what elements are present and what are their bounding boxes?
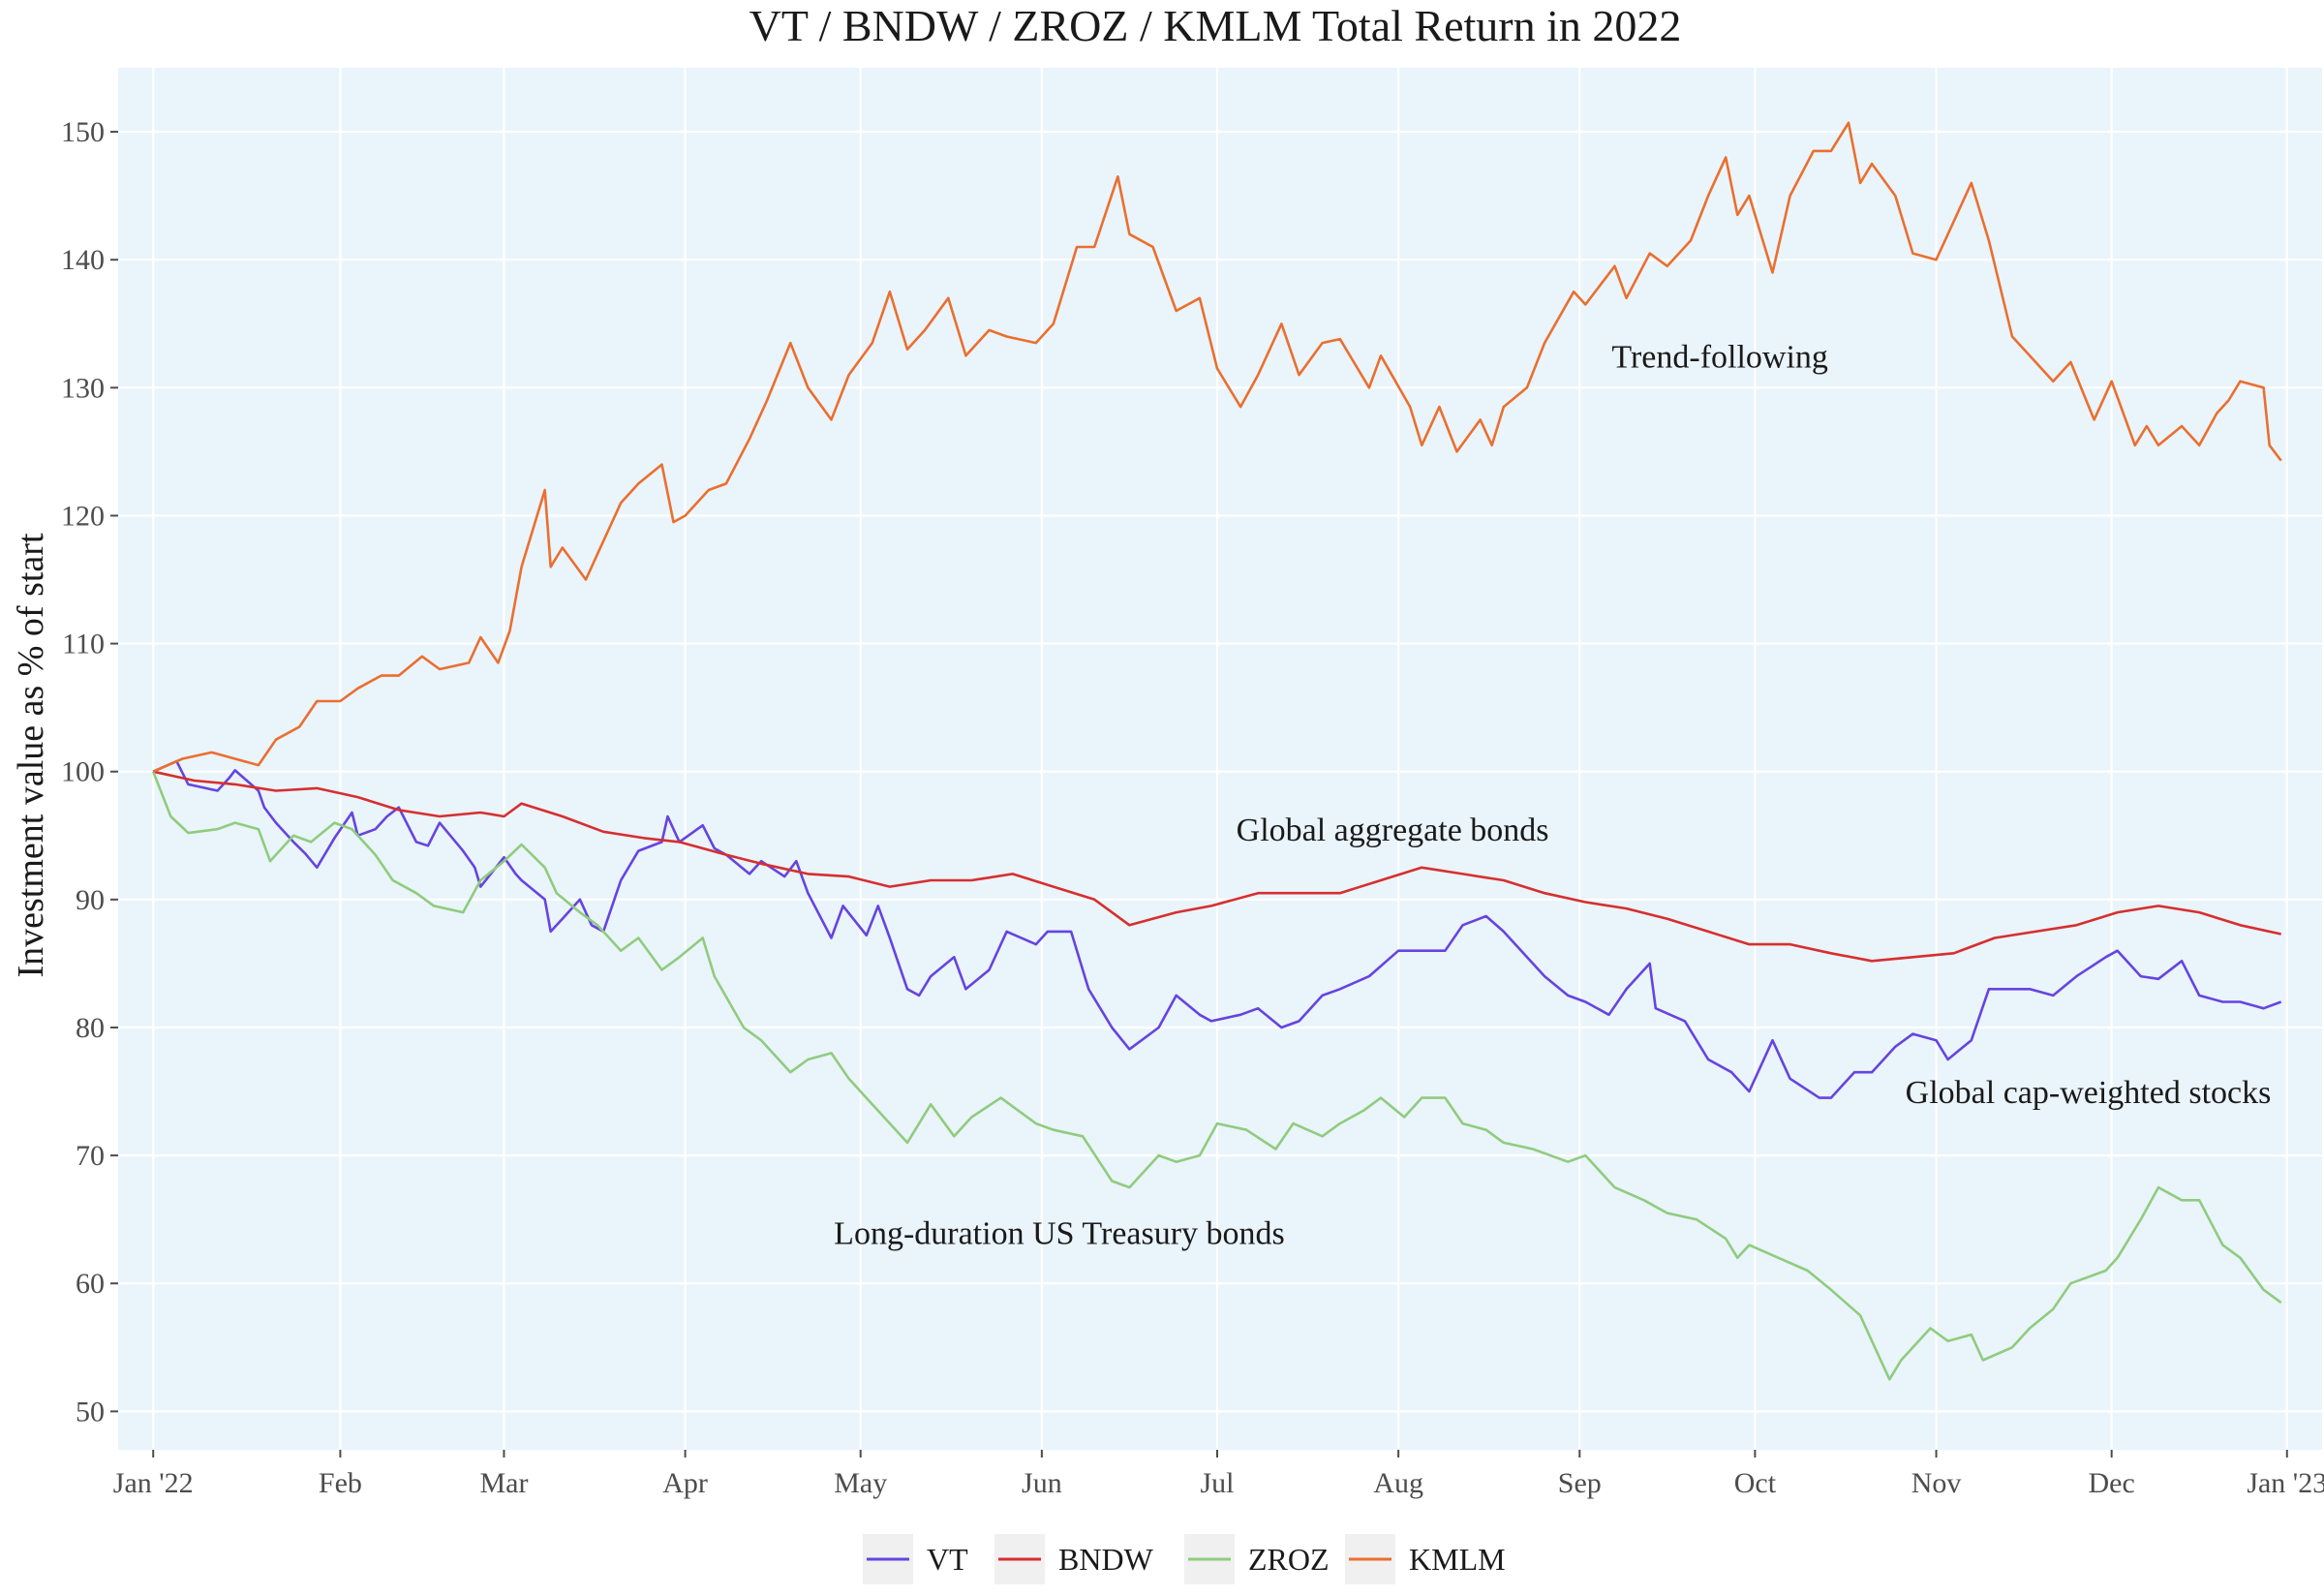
legend-label-bndw: BNDW [1058, 1542, 1154, 1577]
y-tick-label: 70 [76, 1140, 105, 1172]
y-tick-label: 80 [76, 1012, 105, 1044]
x-tick-label: May [834, 1467, 887, 1499]
annotations: Trend-following Global aggregate bonds Glo… [834, 339, 2271, 1251]
y-tick-label: 60 [76, 1268, 105, 1300]
y-tick-label: 140 [61, 244, 105, 276]
series-line-kmlm [152, 121, 2282, 773]
x-tick-label: Dec [2089, 1467, 2135, 1499]
x-tick-label: Mar [479, 1467, 528, 1499]
y-tick-label: 120 [61, 500, 105, 532]
y-tick-label: 130 [61, 372, 105, 404]
annotation-label: Long-duration US Treasury bonds [834, 1215, 1285, 1251]
y-tick-label: 110 [62, 629, 105, 660]
x-tick-label: Apr [662, 1467, 708, 1499]
legend-label-zroz: ZROZ [1248, 1542, 1330, 1577]
annotation-label: Trend-following [1611, 339, 1828, 375]
series-line-zroz [151, 771, 2282, 1381]
x-tick-label: Jun [1022, 1467, 1062, 1499]
chart-title: VT / BNDW / ZROZ / KMLM Total Return in … [749, 1, 1682, 50]
legend-label-vt: VT [927, 1542, 968, 1577]
series-lines [151, 121, 2282, 1381]
legend-label-kmlm: KMLM [1409, 1542, 1506, 1577]
y-axis-label: Investment value as % of start [11, 533, 51, 977]
grid-lines [118, 68, 2322, 1450]
annotation-label: Global cap-weighted stocks [1906, 1075, 2272, 1111]
x-tick-label: Jan '22 [113, 1467, 194, 1499]
series-line-bndw [152, 770, 2281, 963]
series-line-vt [152, 759, 2282, 1099]
y-axis-ticks: 50 60 70 80 90 100 110 120 130 140 150 [61, 116, 118, 1427]
y-tick-label: 100 [61, 756, 105, 788]
y-tick-label: 50 [76, 1396, 105, 1427]
plot-background [118, 68, 2322, 1450]
legend: VT BNDW ZROZ KMLM [863, 1534, 1506, 1584]
x-tick-label: Jul [1200, 1467, 1234, 1499]
annotation-label: Global aggregate bonds [1237, 813, 1549, 848]
y-tick-label: 150 [61, 116, 105, 148]
x-tick-label: Sep [1558, 1467, 1602, 1499]
y-tick-label: 90 [76, 884, 105, 916]
x-tick-label: Aug [1373, 1467, 1423, 1499]
x-tick-label: Feb [319, 1467, 362, 1499]
x-axis-ticks: Jan '22 Feb Mar Apr May Jun Jul Aug Sep Oct Nov Dec… [113, 1450, 2324, 1499]
x-tick-label: Jan '23 [2247, 1467, 2324, 1499]
x-tick-label: Oct [1734, 1467, 1777, 1499]
x-tick-label: Nov [1911, 1467, 1962, 1499]
